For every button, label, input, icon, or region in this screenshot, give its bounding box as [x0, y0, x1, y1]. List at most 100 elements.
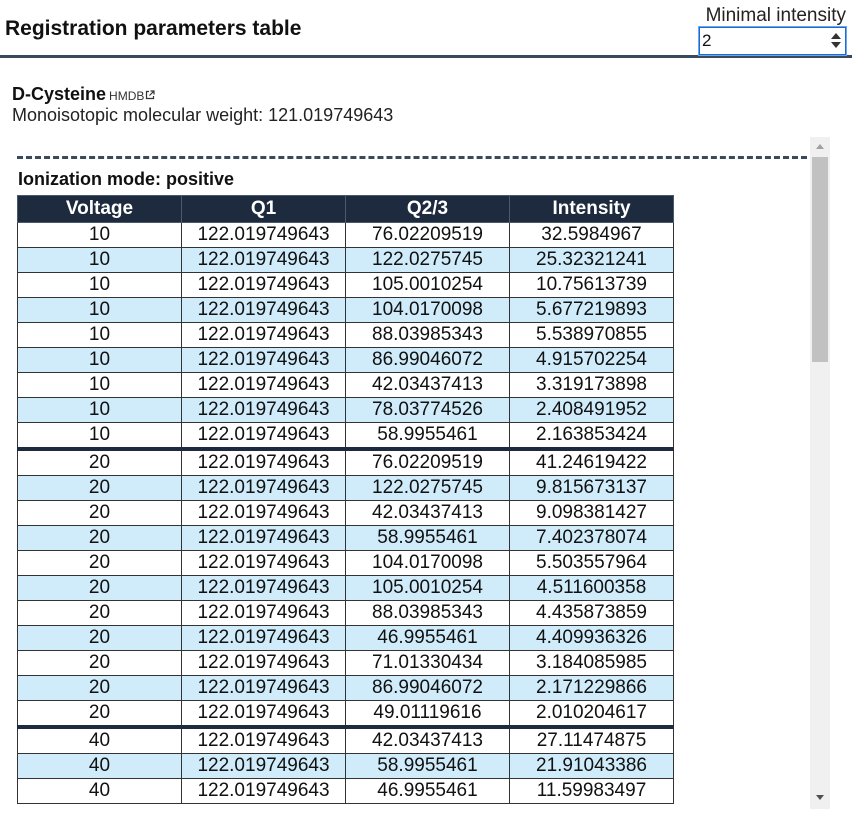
cell-q23: 88.03985343	[345, 600, 510, 626]
external-link-icon[interactable]	[145, 90, 155, 100]
cell-q23: 58.9955461	[345, 753, 510, 779]
cell-intensity: 5.503557964	[509, 550, 674, 576]
table-row: 40 122.019749643 42.03437413 27.11474875	[17, 725, 674, 754]
cell-intensity: 27.11474875	[509, 725, 674, 754]
cell-q1: 122.019749643	[181, 372, 346, 398]
cell-q23: 88.03985343	[345, 322, 510, 348]
cell-intensity: 5.677219893	[509, 297, 674, 323]
cell-voltage: 20	[17, 475, 182, 501]
cell-voltage: 40	[17, 725, 182, 754]
compound-heading: D-Cysteine HMDB	[12, 84, 155, 105]
cell-voltage: 10	[17, 272, 182, 298]
table-row: 10 122.019749643 105.0010254 10.75613739	[17, 272, 674, 298]
cell-intensity: 3.319173898	[509, 372, 674, 398]
cell-q1: 122.019749643	[181, 475, 346, 501]
cell-q1: 122.019749643	[181, 600, 346, 626]
table-row: 20 122.019749643 76.02209519 41.24619422	[17, 447, 674, 476]
scroll-down-arrow-icon[interactable]	[816, 795, 824, 800]
table-row: 10 122.019749643 104.0170098 5.677219893	[17, 297, 674, 323]
cell-voltage: 20	[17, 600, 182, 626]
cell-q23: 105.0010254	[345, 575, 510, 601]
cell-q1: 122.019749643	[181, 753, 346, 779]
table-row: 20 122.019749643 42.03437413 9.098381427	[17, 500, 674, 526]
cell-q23: 46.9955461	[345, 625, 510, 651]
cell-intensity: 9.098381427	[509, 500, 674, 526]
table-row: 20 122.019749643 49.01119616 2.010204617	[17, 700, 674, 728]
column-header-q1: Q1	[181, 195, 346, 223]
cell-intensity: 11.59983497	[509, 778, 674, 804]
cell-voltage: 40	[17, 778, 182, 804]
cell-q1: 122.019749643	[181, 397, 346, 423]
spinner-down-icon[interactable]	[831, 42, 841, 48]
cell-q23: 105.0010254	[345, 272, 510, 298]
cell-intensity: 4.915702254	[509, 347, 674, 373]
cell-q1: 122.019749643	[181, 625, 346, 651]
cell-intensity: 4.409936326	[509, 625, 674, 651]
table-row: 10 122.019749643 86.99046072 4.915702254	[17, 347, 674, 373]
cell-voltage: 20	[17, 500, 182, 526]
table-row: 10 122.019749643 58.9955461 2.163853424	[17, 422, 674, 450]
cell-voltage: 10	[17, 397, 182, 423]
spinner-up-icon[interactable]	[831, 33, 841, 39]
cell-intensity: 25.32321241	[509, 247, 674, 273]
cell-intensity: 2.163853424	[509, 422, 674, 450]
cell-voltage: 10	[17, 422, 182, 450]
minimal-intensity-input[interactable]	[702, 30, 822, 52]
cell-voltage: 20	[17, 575, 182, 601]
cell-intensity: 2.171229866	[509, 675, 674, 701]
vertical-scrollbar[interactable]	[810, 137, 830, 809]
cell-voltage: 20	[17, 650, 182, 676]
table-row: 40 122.019749643 46.9955461 11.59983497	[17, 778, 674, 804]
cell-q23: 86.99046072	[345, 675, 510, 701]
ionization-mode-label: Ionization mode: positive	[18, 169, 235, 189]
cell-q23: 58.9955461	[345, 422, 510, 450]
cell-q23: 104.0170098	[345, 550, 510, 576]
table-row: 20 122.019749643 104.0170098 5.503557964	[17, 550, 674, 576]
cell-q1: 122.019749643	[181, 247, 346, 273]
cell-intensity: 7.402378074	[509, 525, 674, 551]
cell-q23: 58.9955461	[345, 525, 510, 551]
cell-voltage: 20	[17, 447, 182, 476]
cell-intensity: 32.5984967	[509, 222, 674, 248]
cell-intensity: 2.010204617	[509, 700, 674, 728]
cell-q1: 122.019749643	[181, 297, 346, 323]
table-row: 20 122.019749643 71.01330434 3.184085985	[17, 650, 674, 676]
cell-q23: 86.99046072	[345, 347, 510, 373]
cell-voltage: 20	[17, 675, 182, 701]
table-row: 20 122.019749643 88.03985343 4.435873859	[17, 600, 674, 626]
cell-voltage: 20	[17, 525, 182, 551]
spinner-arrows-icon[interactable]	[831, 33, 841, 49]
cell-q1: 122.019749643	[181, 525, 346, 551]
compound-name: D-Cysteine	[12, 84, 107, 104]
cell-q1: 122.019749643	[181, 778, 346, 804]
cell-q23: 42.03437413	[345, 372, 510, 398]
cell-q23: 76.02209519	[345, 222, 510, 248]
cell-voltage: 10	[17, 247, 182, 273]
hmdb-link[interactable]: HMDB	[109, 89, 155, 103]
cell-q1: 122.019749643	[181, 725, 346, 754]
cell-q23: 46.9955461	[345, 778, 510, 804]
table-row: 10 122.019749643 42.03437413 3.319173898	[17, 372, 674, 398]
cell-q23: 104.0170098	[345, 297, 510, 323]
table-row: 10 122.019749643 76.02209519 32.5984967	[17, 222, 674, 248]
cell-intensity: 10.75613739	[509, 272, 674, 298]
cell-intensity: 21.91043386	[509, 753, 674, 779]
minimal-intensity-field[interactable]	[699, 27, 846, 55]
cell-voltage: 10	[17, 347, 182, 373]
cell-q1: 122.019749643	[181, 422, 346, 450]
scrollbar-thumb[interactable]	[812, 157, 828, 362]
cell-intensity: 41.24619422	[509, 447, 674, 476]
cell-intensity: 4.511600358	[509, 575, 674, 601]
column-header-q23: Q2/3	[345, 195, 510, 223]
cell-q23: 122.0275745	[345, 247, 510, 273]
hmdb-link-label[interactable]: HMDB	[109, 89, 145, 103]
results-scroll-area[interactable]: Ionization mode: positive Voltage Q1 Q2/…	[12, 137, 830, 809]
column-header-intensity: Intensity	[509, 195, 674, 223]
cell-q1: 122.019749643	[181, 222, 346, 248]
cell-q1: 122.019749643	[181, 347, 346, 373]
scroll-up-arrow-icon[interactable]	[816, 144, 824, 149]
molecular-weight: Monoisotopic molecular weight: 121.01974…	[12, 105, 394, 125]
cell-q23: 78.03774526	[345, 397, 510, 423]
cell-voltage: 20	[17, 625, 182, 651]
cell-q23: 76.02209519	[345, 447, 510, 476]
